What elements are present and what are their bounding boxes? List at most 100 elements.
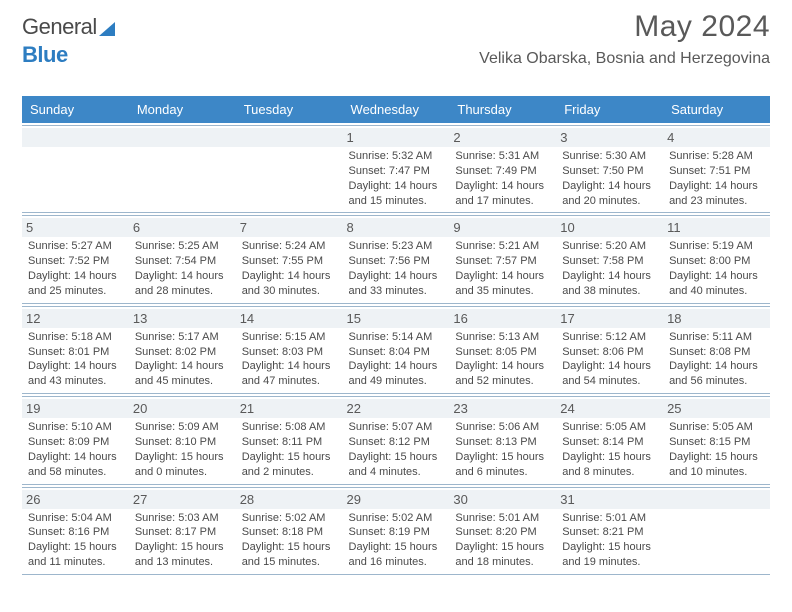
weekday-label: Saturday: [663, 96, 770, 123]
day-details: Sunrise: 5:12 AMSunset: 8:06 PMDaylight:…: [562, 330, 657, 389]
day-cell: 8 Sunrise: 5:23 AMSunset: 7:56 PMDaylight…: [343, 216, 450, 302]
day-number: 22: [343, 399, 450, 418]
day-details: Sunrise: 5:06 AMSunset: 8:13 PMDaylight:…: [455, 420, 550, 479]
sunset-line: Sunset: 7:50 PM: [562, 164, 657, 179]
sunrise-line: Sunrise: 5:17 AM: [135, 330, 230, 345]
week-row: 12Sunrise: 5:18 AMSunset: 8:01 PMDayligh…: [22, 306, 770, 394]
daylight-line: Daylight: 15 hours and 13 minutes.: [135, 540, 230, 570]
daylight-line: Daylight: 15 hours and 2 minutes.: [242, 450, 337, 480]
day-number: 9: [449, 218, 556, 237]
day-number: 3: [556, 128, 663, 147]
daylight-line: Daylight: 14 hours and 54 minutes.: [562, 359, 657, 389]
daylight-line: Daylight: 14 hours and 45 minutes.: [135, 359, 230, 389]
day-cell: [22, 126, 129, 212]
sail-icon: [99, 16, 119, 42]
title-month: May 2024: [479, 10, 770, 44]
day-details: Sunrise: 5:13 AMSunset: 8:05 PMDaylight:…: [455, 330, 550, 389]
sunset-line: Sunset: 8:17 PM: [135, 525, 230, 540]
sunrise-line: Sunrise: 5:01 AM: [455, 511, 550, 526]
day-cell: 9Sunrise: 5:21 AMSunset: 7:57 PMDaylight…: [449, 216, 556, 302]
day-number: 31: [556, 490, 663, 509]
day-cell: 19Sunrise: 5:10 AMSunset: 8:09 PMDayligh…: [22, 397, 129, 483]
week-row: 1Sunrise: 5:32 AMSunset: 7:47 PMDaylight…: [22, 125, 770, 213]
sunset-line: Sunset: 8:04 PM: [349, 345, 444, 360]
day-number: 2: [449, 128, 556, 147]
day-number: 10: [556, 218, 663, 237]
day-number: 15: [343, 309, 450, 328]
day-details: Sunrise: 5:27 AMSunset: 7:52 PMDaylight:…: [28, 239, 123, 298]
daylight-line: Daylight: 15 hours and 18 minutes.: [455, 540, 550, 570]
sunrise-line: Sunrise: 5:03 AM: [135, 511, 230, 526]
day-number: 7: [236, 218, 343, 237]
sunrise-line: Sunrise: 5:19 AM: [669, 239, 764, 254]
day-details: Sunrise: 5:28 AMSunset: 7:51 PMDaylight:…: [669, 149, 764, 208]
day-number: [22, 128, 129, 147]
day-number: 25: [663, 399, 770, 418]
day-cell: [663, 488, 770, 574]
daylight-line: Daylight: 15 hours and 19 minutes.: [562, 540, 657, 570]
daylight-line: Daylight: 14 hours and 43 minutes.: [28, 359, 123, 389]
daylight-line: Daylight: 15 hours and 15 minutes.: [242, 540, 337, 570]
daylight-line: Daylight: 14 hours and 35 minutes.: [455, 269, 550, 299]
day-cell: 31Sunrise: 5:01 AMSunset: 8:21 PMDayligh…: [556, 488, 663, 574]
day-number: 23: [449, 399, 556, 418]
day-details: Sunrise: 5:20 AMSunset: 7:58 PMDaylight:…: [562, 239, 657, 298]
sunset-line: Sunset: 7:56 PM: [349, 254, 444, 269]
sunrise-line: Sunrise: 5:32 AM: [349, 149, 444, 164]
weekday-label: Tuesday: [236, 96, 343, 123]
day-number: 16: [449, 309, 556, 328]
day-cell: 16 Sunrise: 5:13 AMSunset: 8:05 PMDayligh…: [449, 307, 556, 393]
sunrise-line: Sunrise: 5:20 AM: [562, 239, 657, 254]
sunset-line: Sunset: 7:47 PM: [349, 164, 444, 179]
day-cell: 30Sunrise: 5:01 AMSunset: 8:20 PMDayligh…: [449, 488, 556, 574]
daylight-line: Daylight: 15 hours and 8 minutes.: [562, 450, 657, 480]
title-block: May 2024 Velika Obarska, Bosnia and Herz…: [479, 10, 770, 68]
day-number: 1: [343, 128, 450, 147]
sunrise-line: Sunrise: 5:08 AM: [242, 420, 337, 435]
day-number: 11: [663, 218, 770, 237]
sunset-line: Sunset: 8:11 PM: [242, 435, 337, 450]
title-location: Velika Obarska, Bosnia and Herzegovina: [479, 50, 770, 68]
sunrise-line: Sunrise: 5:14 AM: [349, 330, 444, 345]
daylight-line: Daylight: 14 hours and 52 minutes.: [455, 359, 550, 389]
sunrise-line: Sunrise: 5:07 AM: [349, 420, 444, 435]
sunset-line: Sunset: 8:09 PM: [28, 435, 123, 450]
sunrise-line: Sunrise: 5:02 AM: [242, 511, 337, 526]
day-details: Sunrise: 5:07 AMSunset: 8:12 PMDaylight:…: [349, 420, 444, 479]
day-cell: 22 Sunrise: 5:07 AMSunset: 8:12 PMDayligh…: [343, 397, 450, 483]
day-number: 29: [343, 490, 450, 509]
sunset-line: Sunset: 8:19 PM: [349, 525, 444, 540]
daylight-line: Daylight: 14 hours and 56 minutes.: [669, 359, 764, 389]
day-cell: [236, 126, 343, 212]
day-cell: 13Sunrise: 5:17 AMSunset: 8:02 PMDayligh…: [129, 307, 236, 393]
day-details: Sunrise: 5:14 AMSunset: 8:04 PMDaylight:…: [349, 330, 444, 389]
day-cell: 25Sunrise: 5:05 AMSunset: 8:15 PMDayligh…: [663, 397, 770, 483]
weekday-label: Thursday: [449, 96, 556, 123]
sunset-line: Sunset: 8:15 PM: [669, 435, 764, 450]
sunrise-line: Sunrise: 5:25 AM: [135, 239, 230, 254]
day-number: 27: [129, 490, 236, 509]
weekday-header: Sunday Monday Tuesday Wednesday Thursday…: [22, 96, 770, 123]
day-cell: 1Sunrise: 5:32 AMSunset: 7:47 PMDaylight…: [343, 126, 450, 212]
brand-part1: General: [22, 14, 97, 39]
sunset-line: Sunset: 8:00 PM: [669, 254, 764, 269]
sunset-line: Sunset: 8:10 PM: [135, 435, 230, 450]
sunrise-line: Sunrise: 5:24 AM: [242, 239, 337, 254]
day-details: Sunrise: 5:02 AMSunset: 8:19 PMDaylight:…: [349, 511, 444, 570]
sunset-line: Sunset: 7:52 PM: [28, 254, 123, 269]
week-row: 5Sunrise: 5:27 AMSunset: 7:52 PMDaylight…: [22, 215, 770, 303]
week-row: 26Sunrise: 5:04 AMSunset: 8:16 PMDayligh…: [22, 487, 770, 575]
sunset-line: Sunset: 8:05 PM: [455, 345, 550, 360]
sunset-line: Sunset: 8:12 PM: [349, 435, 444, 450]
day-details: Sunrise: 5:05 AMSunset: 8:14 PMDaylight:…: [562, 420, 657, 479]
sunset-line: Sunset: 7:57 PM: [455, 254, 550, 269]
day-cell: 5Sunrise: 5:27 AMSunset: 7:52 PMDaylight…: [22, 216, 129, 302]
day-details: Sunrise: 5:23 AMSunset: 7:56 PMDaylight:…: [349, 239, 444, 298]
day-number: 26: [22, 490, 129, 509]
page: General Blue May 2024 Velika Obarska, Bo…: [0, 0, 792, 612]
sunrise-line: Sunrise: 5:10 AM: [28, 420, 123, 435]
sunset-line: Sunset: 7:51 PM: [669, 164, 764, 179]
day-number: 8: [343, 218, 450, 237]
sunset-line: Sunset: 7:55 PM: [242, 254, 337, 269]
sunset-line: Sunset: 7:49 PM: [455, 164, 550, 179]
